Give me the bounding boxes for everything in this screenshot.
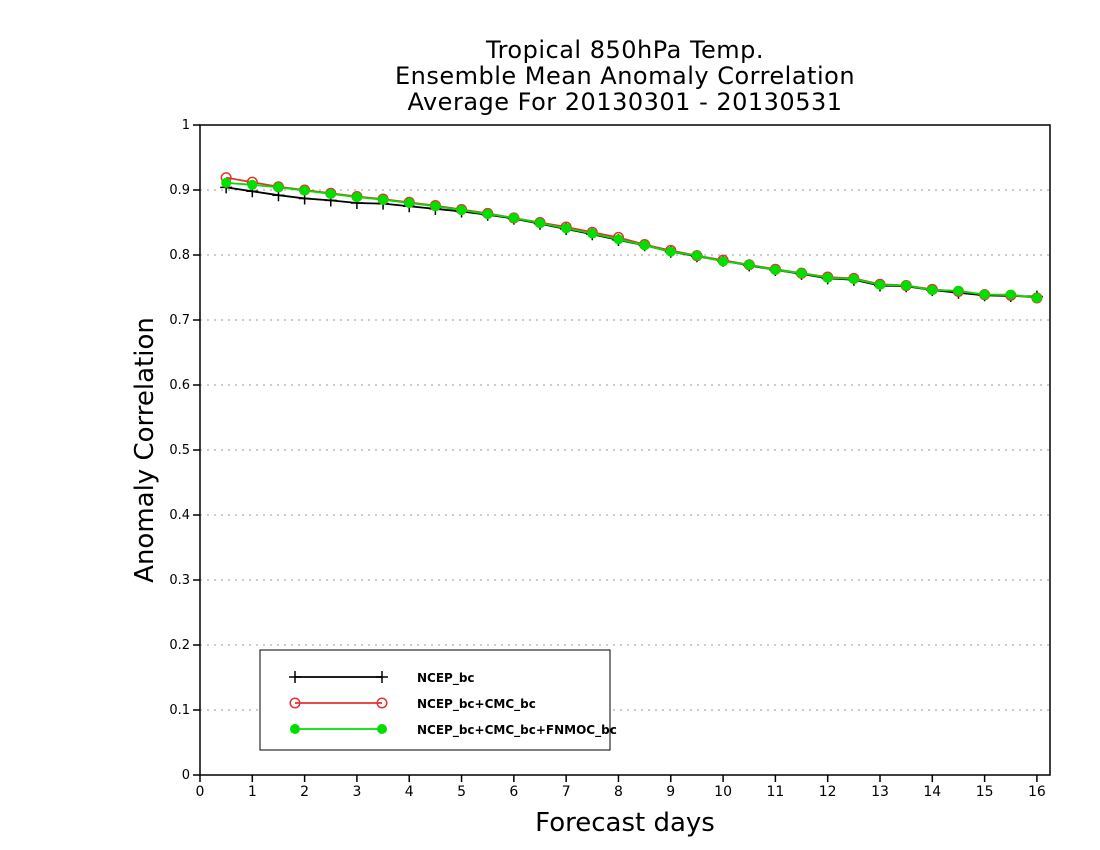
data-point-series-2: [456, 205, 467, 216]
y-tick-label: 0.4: [169, 508, 190, 523]
data-point-series-2: [587, 228, 598, 239]
data-point-series-2: [273, 182, 284, 193]
chart-title-line-1: Tropical 850hPa Temp.: [485, 36, 765, 64]
data-point-series-2: [901, 280, 912, 291]
data-point-series-2: [822, 272, 833, 283]
data-point-series-2: [796, 268, 807, 279]
data-point-series-2: [561, 223, 572, 234]
data-point-series-2: [744, 259, 755, 270]
y-tick-label: 0.3: [169, 573, 190, 588]
legend-label: NCEP_bc: [417, 671, 475, 686]
y-tick-label: 1: [182, 118, 190, 133]
x-tick-label: 15: [976, 784, 994, 800]
x-tick-label: 10: [714, 784, 732, 800]
legend-marker: [376, 697, 388, 709]
data-point-series-2: [665, 246, 676, 257]
y-axis-label: Anomaly Correlation: [130, 317, 160, 583]
legend-marker: [377, 724, 387, 734]
x-tick-label: 12: [819, 784, 837, 800]
data-point-series-2: [718, 256, 729, 267]
legend-box: [259, 649, 611, 751]
data-point-series-2: [404, 198, 415, 208]
x-tick-label: 1: [248, 784, 257, 800]
legend-marker: [376, 671, 388, 683]
chart-title-line-2: Ensemble Mean Anomaly Correlation: [394, 62, 856, 90]
y-tick-label: 0.1: [169, 703, 190, 718]
x-tick-label: 16: [1028, 784, 1046, 800]
data-point-series-2: [613, 234, 624, 245]
data-point-series-2: [848, 274, 859, 285]
x-axis-label: Forecast days: [535, 808, 715, 838]
data-point-series-2: [953, 285, 964, 296]
y-tick-label: 0.8: [169, 248, 190, 263]
data-point-series-2: [299, 185, 310, 196]
legend-label: NCEP_bc+CMC_bc+FNMOC_bc: [417, 723, 617, 738]
x-tick-label: 14: [923, 784, 941, 800]
x-tick-label: 6: [509, 784, 518, 800]
data-point-series-2: [378, 194, 389, 205]
legend-label: NCEP_bc+CMC_bc: [417, 697, 536, 712]
data-point-series-2: [221, 177, 232, 188]
data-point-series-2: [430, 201, 441, 212]
y-tick-label: 0.5: [169, 443, 190, 458]
y-tick-label: 0: [182, 768, 190, 783]
data-point-series-2: [875, 279, 885, 290]
data-point-series-2: [482, 209, 493, 220]
x-tick-label: 4: [405, 784, 414, 800]
x-tick-label: 3: [352, 784, 361, 800]
data-point-series-2: [691, 250, 702, 261]
x-tick-label: 2: [300, 784, 309, 800]
data-point-series-2: [927, 285, 938, 296]
x-tick-label: 9: [666, 784, 675, 800]
y-tick-label: 0.7: [169, 313, 190, 328]
data-point-series-2: [639, 240, 650, 251]
data-point-series-2: [1005, 289, 1016, 300]
legend-marker: [289, 697, 301, 709]
x-tick-label: 0: [196, 784, 205, 800]
y-tick-label: 0.6: [169, 378, 190, 393]
data-point-series-2: [247, 179, 258, 190]
x-tick-label: 8: [614, 784, 623, 800]
x-tick-label: 11: [766, 784, 784, 800]
y-tick-label: 0.9: [169, 183, 190, 198]
data-point-series-2: [535, 218, 545, 229]
x-tick-label: 5: [457, 784, 466, 800]
data-point-series-2: [770, 264, 781, 275]
y-tick-label: 0.2: [169, 638, 190, 653]
data-point-series-2: [979, 289, 990, 300]
data-point-series-2: [508, 212, 519, 223]
data-point-series-2: [1031, 292, 1042, 303]
data-point-series-2: [351, 192, 362, 203]
x-tick-label: 7: [562, 784, 571, 800]
legend-marker: [290, 724, 300, 734]
x-tick-label: 13: [871, 784, 889, 800]
data-point-series-2: [325, 188, 336, 199]
chart-title-line-3: Average For 20130301 - 20130531: [407, 88, 843, 116]
legend-marker: [289, 671, 301, 683]
